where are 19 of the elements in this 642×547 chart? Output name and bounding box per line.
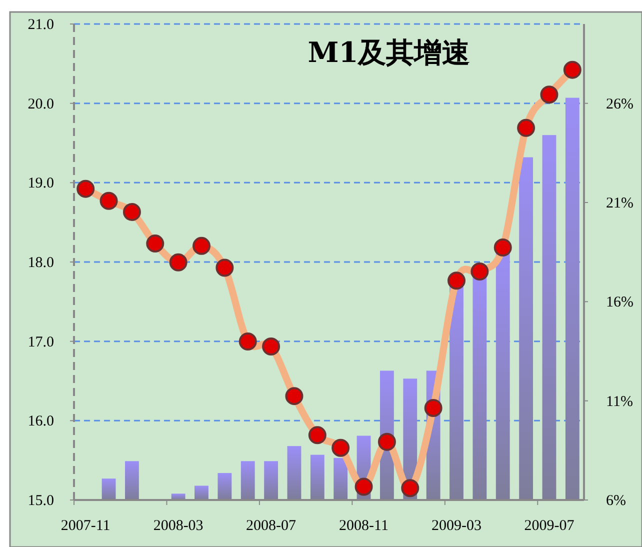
y2-tick-label: 21% — [606, 196, 634, 212]
y2-tick-label: 11% — [606, 394, 633, 410]
y-tick-label: 21.0 — [28, 17, 54, 33]
x-tick-label: 2007-11 — [60, 518, 110, 534]
y2-tick-label: 26% — [606, 96, 634, 112]
x-tick-label: 2008-07 — [246, 518, 297, 534]
y-tick-label: 17.0 — [28, 334, 54, 350]
x-tick-label: 2008-03 — [153, 518, 204, 534]
x-tick-label: 2009-03 — [432, 518, 482, 534]
y-tick-label: 16.0 — [28, 414, 54, 430]
y-tick-label: 18.0 — [28, 255, 54, 271]
y-tick-label: 15.0 — [28, 493, 54, 509]
y-tick-label: 20.0 — [28, 96, 54, 112]
x-tick-label: 2008-11 — [339, 518, 388, 534]
y-tick-label: 19.0 — [28, 176, 54, 192]
y2-tick-label: 16% — [606, 294, 634, 311]
x-tick-label: 2009-07 — [524, 518, 575, 534]
y2-tick-label: 6% — [606, 493, 626, 509]
text: M1及其增速 — [308, 36, 470, 69]
